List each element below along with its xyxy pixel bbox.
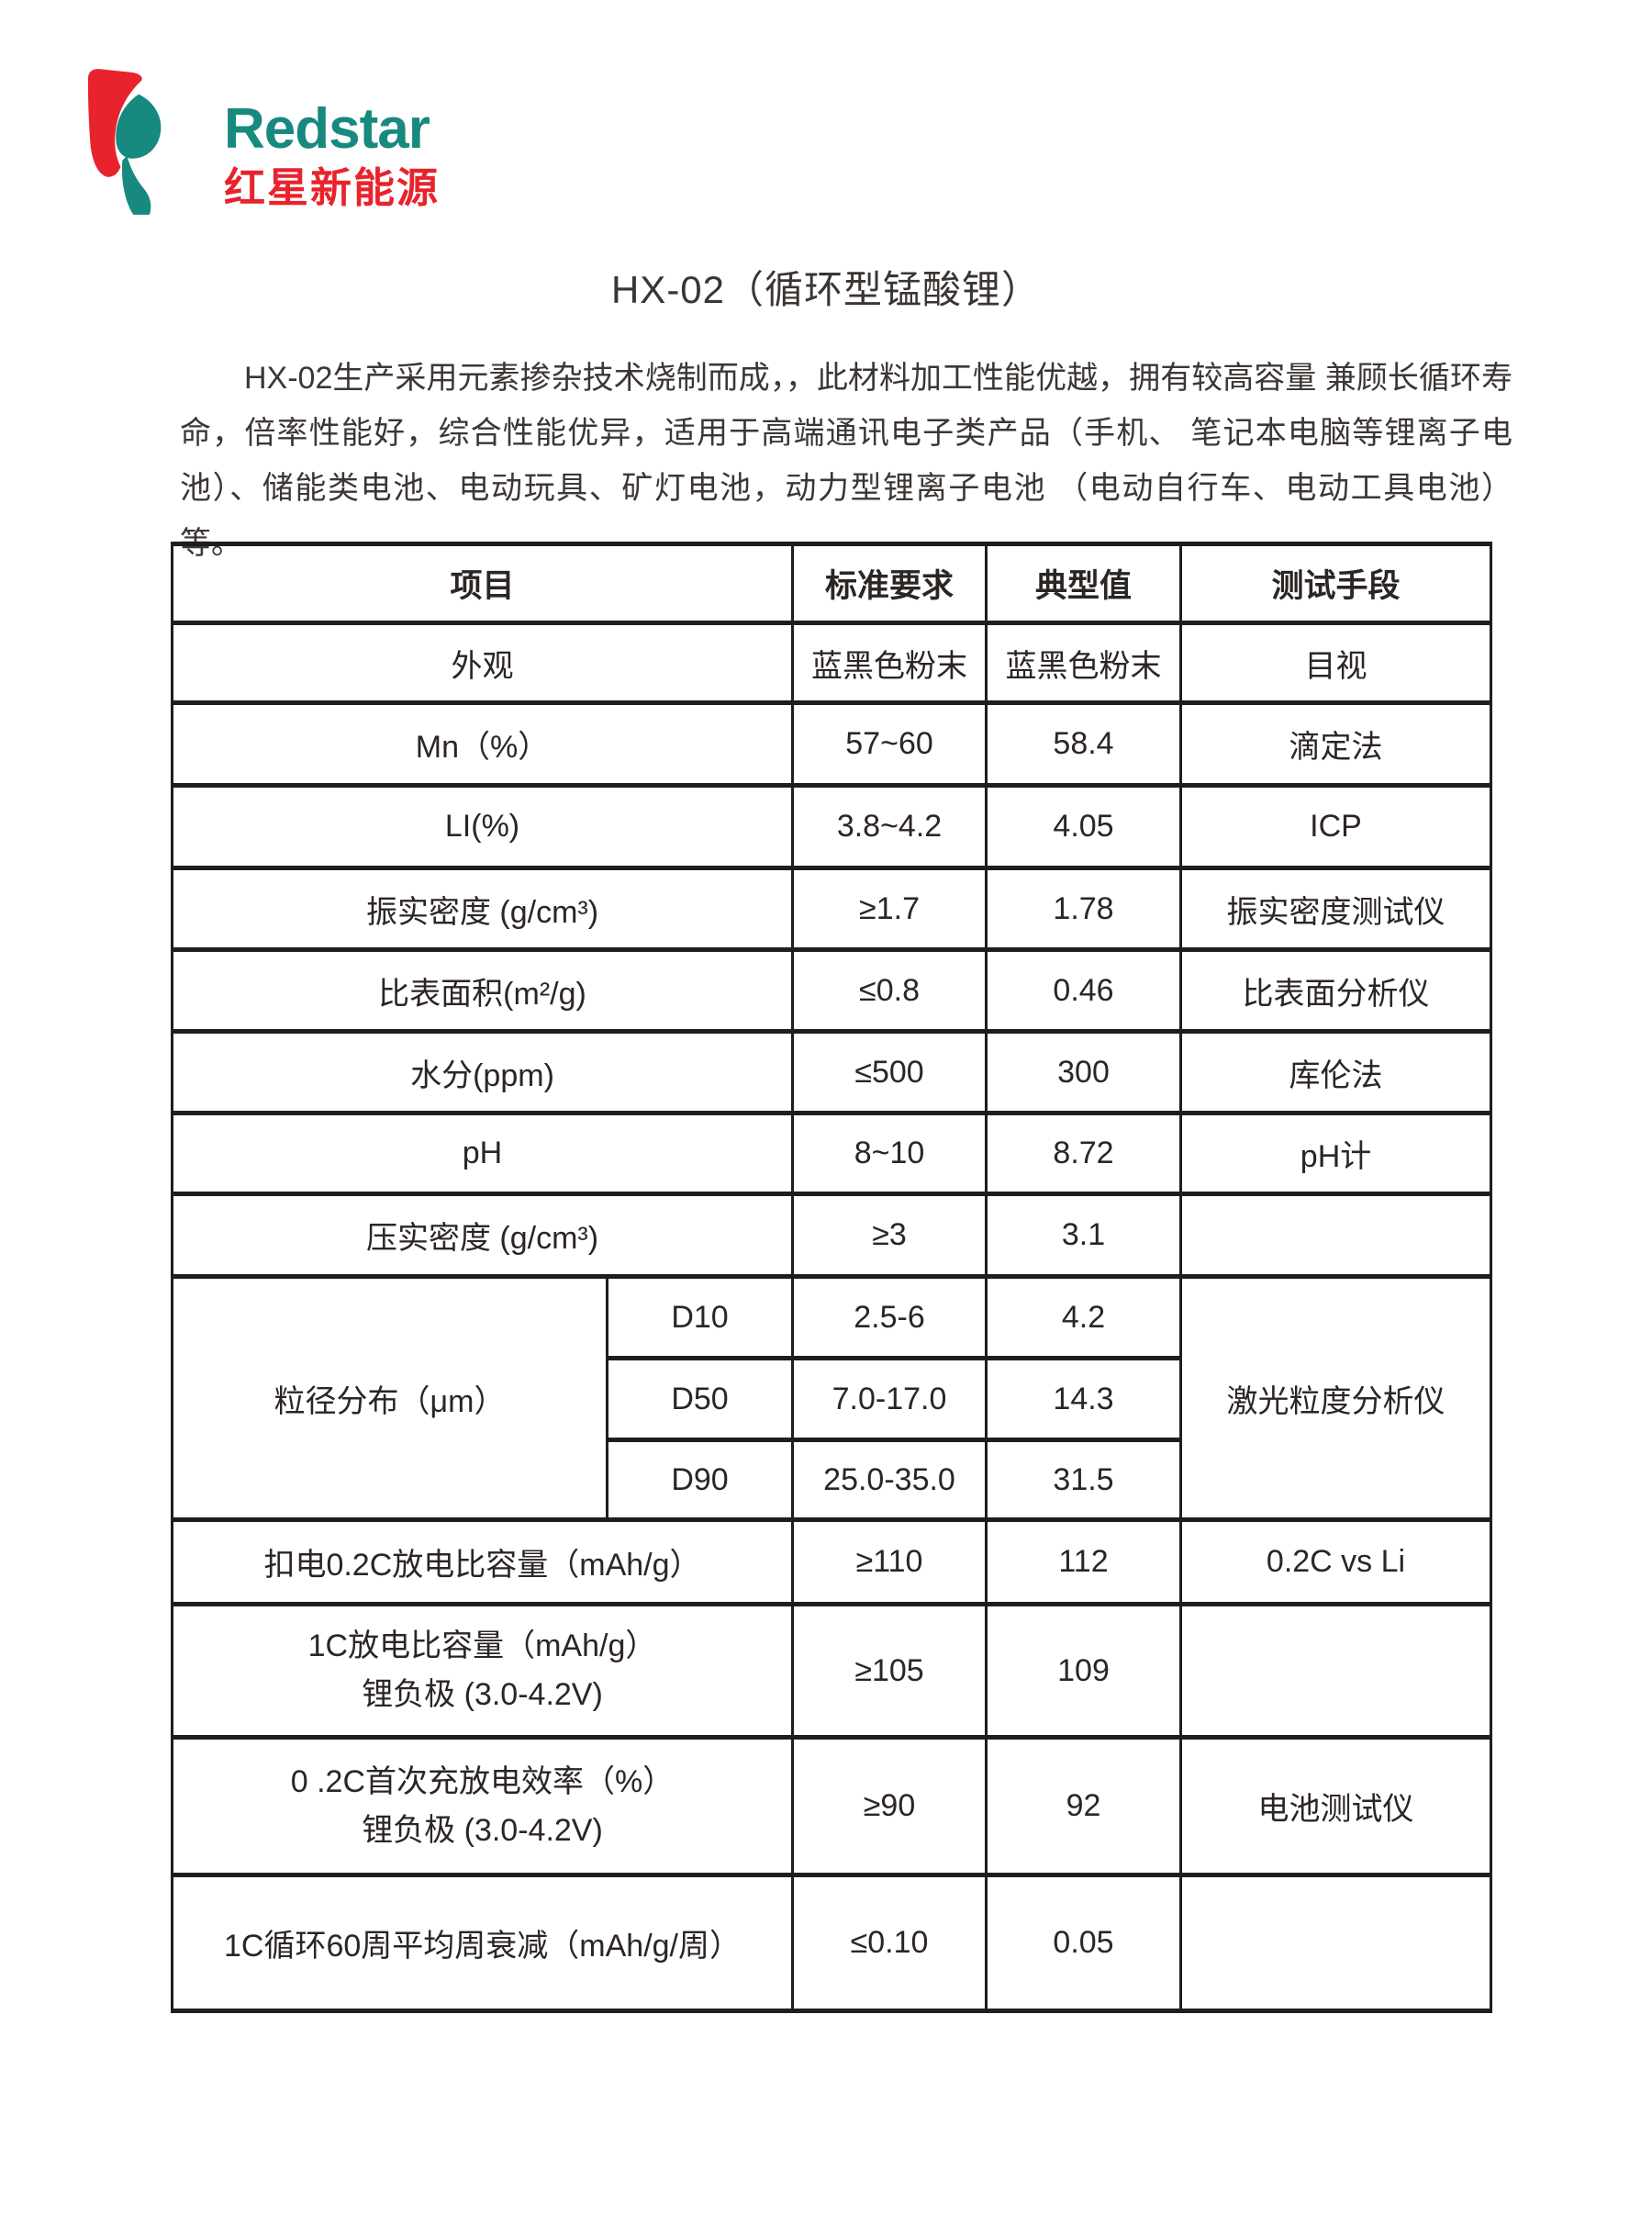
cell-standard: 蓝黑色粉末 [791,621,988,705]
cell-item: 1C循环60周平均周衰减（mAh/g/周） [170,1873,795,2013]
cell-standard: ≥105 [791,1602,988,1740]
cell-sub-label: D10 [605,1274,795,1360]
cell-typical: 300 [985,1029,1183,1115]
header-standard: 标准要求 [791,542,988,625]
spec-table: 项目 标准要求 典型值 测试手段 外观 蓝黑色粉末 蓝黑色粉末 目视 Mn（%）… [170,542,1493,2013]
cell-item: 水分(ppm) [170,1029,795,1115]
cell-method: 比表面分析仪 [1179,947,1493,1034]
cell-typical: 8.72 [985,1111,1183,1196]
cell-standard: 7.0-17.0 [791,1356,988,1442]
table-row: D50 7.0-17.0 14.3 [173,1356,1491,1442]
header-method: 测试手段 [1179,542,1493,625]
cell-standard: 2.5-6 [791,1274,988,1360]
cell-typical: 112 [985,1517,1183,1606]
cell-standard: ≥90 [791,1735,988,1877]
table-row: LI(%) 3.8~4.2 4.05 ICP [170,783,1493,870]
cell-typical: 3.1 [985,1192,1183,1279]
cell-typical: 蓝黑色粉末 [985,621,1183,705]
cell-item: LI(%) [170,783,795,870]
cell-item: 压实密度 (g/cm³) [170,1192,795,1279]
cell-standard: 25.0-35.0 [791,1438,988,1522]
table-row: 压实密度 (g/cm³) ≥3 3.1 [170,1192,1493,1279]
cell-item-line1: 1C放电比容量（mAh/g） [307,1628,657,1664]
cell-method: 振实密度测试仪 [1179,866,1493,952]
cell-standard: ≤0.10 [791,1873,988,2013]
cell-typical: 31.5 [985,1438,1183,1522]
header-item: 项目 [170,542,795,625]
cell-typical: 1.78 [985,866,1183,952]
cell-standard: ≥1.7 [791,866,988,952]
intro-paragraph: HX-02生产采用元素掺杂技术烧制而成，，此材料加工性能优越，拥有较高容量 兼顾… [180,361,1512,561]
logo-text: Redstar 红星新能源 [224,64,441,211]
cell-typical: 109 [985,1602,1183,1740]
cell-method: 库伦法 [1179,1029,1493,1115]
cell-sub-label: D50 [605,1356,795,1442]
cell-standard: 3.8~4.2 [791,783,988,870]
cell-item-line2: 锂负极 (3.0-4.2V) [362,1812,603,1848]
table-row: 比表面积(m²/g) ≤0.8 0.46 比表面分析仪 [170,947,1493,1034]
cell-typical: 0.46 [985,947,1183,1034]
cell-method: 滴定法 [1179,700,1493,788]
table-row: 扣电0.2C放电比容量（mAh/g） ≥110 112 0.2C vs Li [170,1517,1493,1606]
logo-name-en: Redstar [224,97,430,161]
cell-method: pH计 [1179,1111,1493,1196]
table-row: 振实密度 (g/cm³) ≥1.7 1.78 振实密度测试仪 [170,866,1493,952]
cell-method [1179,1602,1493,1740]
cell-method: 目视 [1179,621,1493,705]
cell-item: 扣电0.2C放电比容量（mAh/g） [170,1517,795,1606]
cell-item: 振实密度 (g/cm³) [170,866,795,952]
cell-item-line1: 0 .2C首次充放电效率（%） [290,1763,675,1799]
cell-method [1179,1192,1493,1279]
cell-typical: 0.05 [985,1873,1183,2013]
logo-name-cn: 红星新能源 [224,164,441,211]
cell-standard: 8~10 [791,1111,988,1196]
table-row: 1C放电比容量（mAh/g） 锂负极 (3.0-4.2V) ≥105 109 [170,1602,1493,1740]
table-row: 1C循环60周平均周衰减（mAh/g/周） ≤0.10 0.05 [170,1873,1493,2013]
cell-item: Mn（%） [170,700,795,788]
cell-standard: ≤500 [791,1029,988,1115]
cell-sub-label: D90 [605,1438,795,1522]
table-row: 水分(ppm) ≤500 300 库伦法 [170,1029,1493,1115]
cell-standard: ≥110 [791,1517,988,1606]
redstar-logo-icon [87,69,162,215]
cell-typical: 4.05 [985,783,1183,870]
cell-item: 粒径分布（μm） [171,1274,608,1522]
table-row: 外观 蓝黑色粉末 蓝黑色粉末 目视 [170,621,1493,705]
cell-typical: 92 [985,1735,1183,1877]
cell-standard: ≤0.8 [791,947,988,1034]
table-row: Mn（%） 57~60 58.4 滴定法 [170,700,1493,788]
cell-item-line2: 锂负极 (3.0-4.2V) [362,1677,603,1712]
table-row: 粒径分布（μm） D10 2.5-6 4.2 激光粒度分析仪 [171,1274,1493,1522]
table-row: pH 8~10 8.72 pH计 [170,1111,1493,1196]
page-title: HX-02（循环型锰酸锂） [610,268,1042,311]
cell-typical: 58.4 [985,700,1183,788]
cell-item: pH [170,1111,795,1196]
cell-method: 0.2C vs Li [1179,1517,1493,1606]
cell-item: 1C放电比容量（mAh/g） 锂负极 (3.0-4.2V) [170,1602,795,1740]
table-header-row: 项目 标准要求 典型值 测试手段 [170,542,1493,625]
cell-item: 比表面积(m²/g) [170,947,795,1034]
cell-standard: 57~60 [791,700,988,788]
cell-typical: 4.2 [985,1274,1183,1360]
cell-method: 电池测试仪 [1179,1735,1493,1877]
table-row: 0 .2C首次充放电效率（%） 锂负极 (3.0-4.2V) ≥90 92 电池… [170,1735,1493,1877]
cell-typical: 14.3 [985,1356,1183,1442]
cell-method [1179,1873,1493,2013]
cell-method: 激光粒度分析仪 [1179,1274,1493,1522]
cell-item: 外观 [170,621,795,705]
header-typical: 典型值 [985,542,1183,625]
cell-item: 0 .2C首次充放电效率（%） 锂负极 (3.0-4.2V) [170,1735,795,1877]
table-row: D90 25.0-35.0 31.5 [173,1438,1491,1522]
cell-standard: ≥3 [791,1192,988,1279]
cell-method: ICP [1179,783,1493,870]
logo: Redstar 红星新能源 [81,64,440,218]
